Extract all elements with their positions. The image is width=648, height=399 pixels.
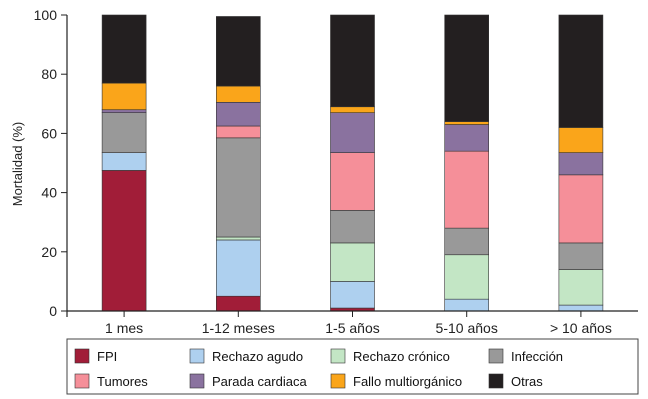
y-tick-label: 100 <box>34 7 58 23</box>
legend-label: Fallo multiorgánico <box>353 374 462 389</box>
legend: FPI Rechazo agudo Rechazo crónico Infección… <box>67 339 638 394</box>
bar-segment-3-5 <box>331 153 375 211</box>
legend-label: Rechazo agudo <box>212 349 303 364</box>
x-tick-label: 5-10 años <box>436 320 498 336</box>
bar-segment-5-4 <box>559 243 603 270</box>
bar-segment-3-7 <box>331 107 375 113</box>
y-tick-label: 20 <box>41 244 57 260</box>
y-tick-label: 80 <box>41 66 57 82</box>
bar-segment-2-6 <box>216 102 260 126</box>
legend-swatch <box>190 374 204 388</box>
bar-segment-2-7 <box>216 86 260 102</box>
bar-segment-5-6 <box>559 153 603 175</box>
bar-segment-3-2 <box>331 281 375 308</box>
bar-segment-5-3 <box>559 270 603 306</box>
bar-segment-1-4 <box>102 113 146 153</box>
bar-segment-1-6 <box>102 110 146 113</box>
x-tick-label: 1-12 meses <box>202 320 275 336</box>
bar-segment-2-3 <box>216 237 260 240</box>
legend-swatch <box>75 374 89 388</box>
bar-segment-4-7 <box>445 122 489 125</box>
bar-segment-5-2 <box>559 305 603 311</box>
bar-segment-4-8 <box>445 15 489 122</box>
bar-segment-5-7 <box>559 127 603 152</box>
bar-segment-1-8 <box>102 15 146 83</box>
bar-segment-2-8 <box>216 16 260 86</box>
bar-segment-4-4 <box>445 228 489 255</box>
bar-segment-2-2 <box>216 240 260 296</box>
legend-swatch <box>331 349 345 363</box>
legend-label: FPI <box>97 349 117 364</box>
x-tick-label: 1-5 años <box>325 320 379 336</box>
bar-segment-3-8 <box>331 15 375 107</box>
bar-segment-2-1 <box>216 296 260 311</box>
legend-label: Infección <box>511 349 563 364</box>
bar-segment-2-5 <box>216 126 260 138</box>
bar-segment-4-5 <box>445 151 489 228</box>
bar-segment-3-6 <box>331 113 375 153</box>
bar-segment-4-3 <box>445 255 489 299</box>
legend-label: Parada cardiaca <box>212 374 307 389</box>
legend-swatch <box>190 349 204 363</box>
x-tick-label: 1 mes <box>105 320 143 336</box>
bar-segment-5-8 <box>559 15 603 127</box>
plot-area <box>102 15 603 311</box>
bar-segment-3-4 <box>331 210 375 243</box>
bar-segment-3-3 <box>331 243 375 281</box>
bar-segment-2-4 <box>216 138 260 237</box>
y-tick-label: 60 <box>41 125 57 141</box>
legend-swatch <box>331 374 345 388</box>
y-tick-label: 40 <box>41 185 57 201</box>
legend-label: Otras <box>511 374 543 389</box>
bar-segment-1-7 <box>102 83 146 110</box>
y-axis-title: Mortalidad (%) <box>10 122 25 207</box>
bar-segment-4-6 <box>445 125 489 152</box>
bar-segment-4-2 <box>445 299 489 311</box>
legend-swatch <box>489 349 503 363</box>
legend-label: Tumores <box>97 374 148 389</box>
y-tick-label: 0 <box>49 303 57 319</box>
bar-segment-1-2 <box>102 153 146 171</box>
legend-label: Rechazo crónico <box>353 349 450 364</box>
bar-segment-1-1 <box>102 170 146 311</box>
legend-swatch <box>489 374 503 388</box>
legend-swatch <box>75 349 89 363</box>
bar-segment-5-5 <box>559 175 603 243</box>
x-tick-label: > 10 años <box>550 320 612 336</box>
